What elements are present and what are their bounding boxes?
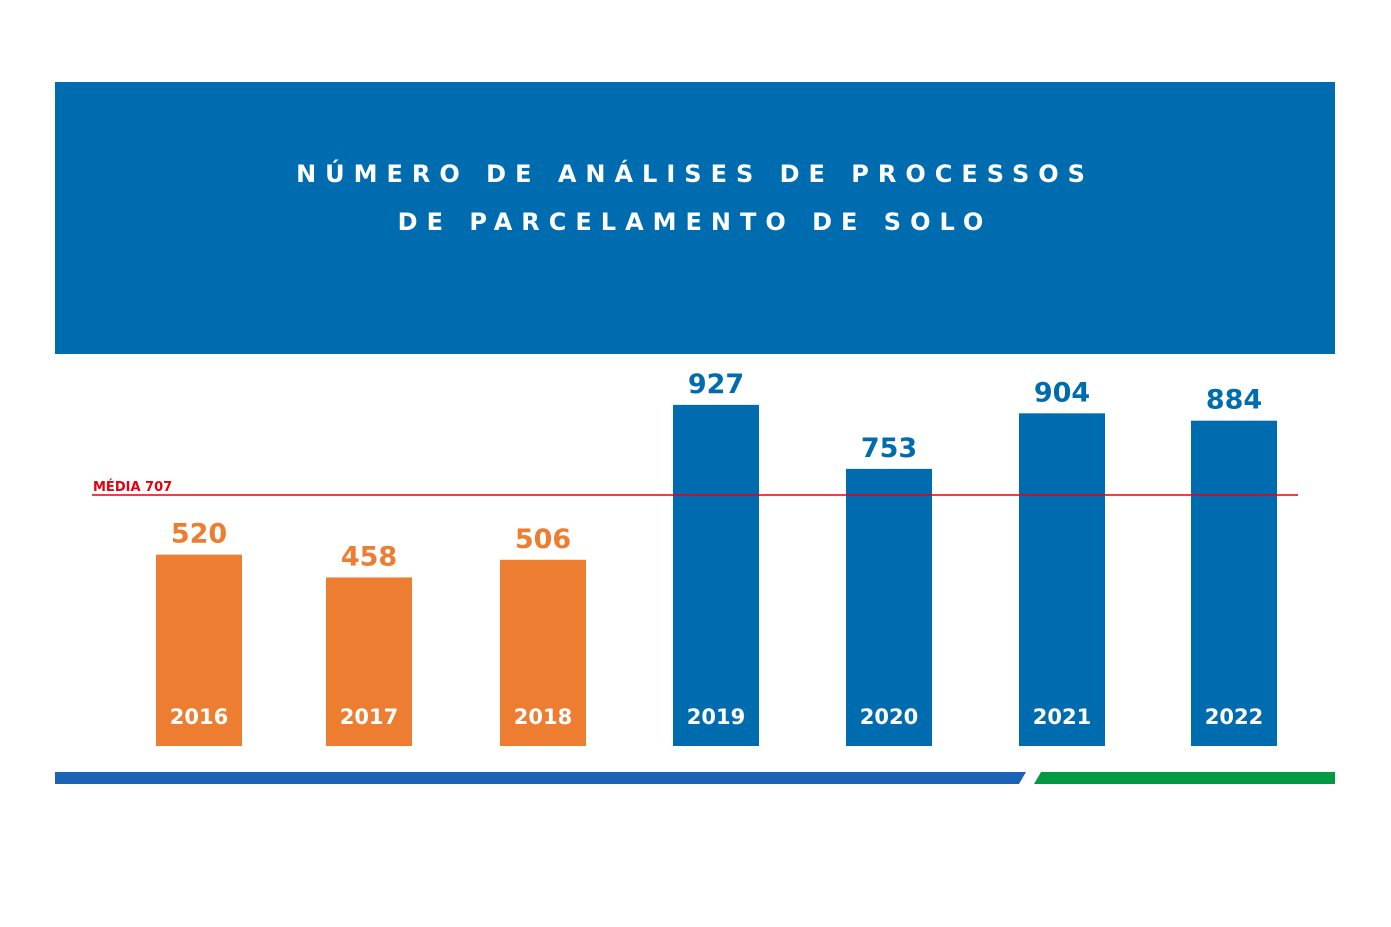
value-label-2020: 753 [861,433,917,464]
value-label-2021: 904 [1034,377,1090,408]
footer-blue-stripe [55,772,1026,784]
bar-2020 [846,468,932,746]
category-label-2017: 2017 [340,705,398,729]
bar-2017 [326,577,412,746]
category-label-2019: 2019 [687,705,745,729]
bar-2016 [156,554,242,746]
category-label-2018: 2018 [514,705,572,729]
category-label-2016: 2016 [170,705,228,729]
value-label-2022: 884 [1206,385,1262,416]
bars-group: 520 2016 458 2017 506 2018 927 2019 753 2020 904 20… [156,369,1277,746]
chart-title-line-1: NÚMERO DE ANÁLISES DE PROCESSOS [296,160,1094,188]
value-label-2019: 927 [688,369,744,400]
bar-2021 [1019,413,1105,746]
value-label-2018: 506 [515,524,571,555]
bar-2019 [673,404,759,746]
footer-green-stripe [1034,772,1335,784]
chart-title-line-2: DE PARCELAMENTO DE SOLO [397,208,993,236]
value-label-2017: 458 [341,541,397,572]
bar-2018 [500,559,586,746]
value-label-2016: 520 [171,519,227,550]
title-banner: NÚMERO DE ANÁLISES DE PROCESSOS DE PARCE… [55,82,1335,354]
category-label-2022: 2022 [1205,705,1263,729]
category-label-2020: 2020 [860,705,918,729]
category-label-2021: 2021 [1033,705,1091,729]
average-label: MÉDIA 707 [93,479,172,495]
bar-2022 [1191,420,1277,746]
